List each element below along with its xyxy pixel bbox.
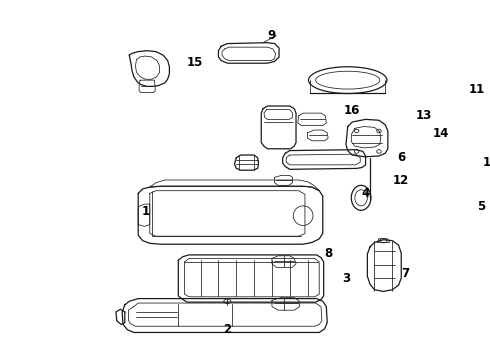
Text: 10: 10 xyxy=(482,156,490,169)
Text: 15: 15 xyxy=(186,56,202,69)
Text: 16: 16 xyxy=(344,104,360,117)
Text: 8: 8 xyxy=(324,247,332,260)
Text: 11: 11 xyxy=(469,82,485,95)
Text: 12: 12 xyxy=(393,174,409,186)
Text: 13: 13 xyxy=(416,109,432,122)
Text: 5: 5 xyxy=(477,200,486,213)
Text: 1: 1 xyxy=(141,205,149,218)
Text: 2: 2 xyxy=(223,323,231,336)
Text: 9: 9 xyxy=(268,29,276,42)
Text: 3: 3 xyxy=(342,271,350,284)
Text: 7: 7 xyxy=(402,267,410,280)
Text: 14: 14 xyxy=(433,127,449,140)
Text: 4: 4 xyxy=(362,187,369,200)
Text: 6: 6 xyxy=(397,151,405,164)
